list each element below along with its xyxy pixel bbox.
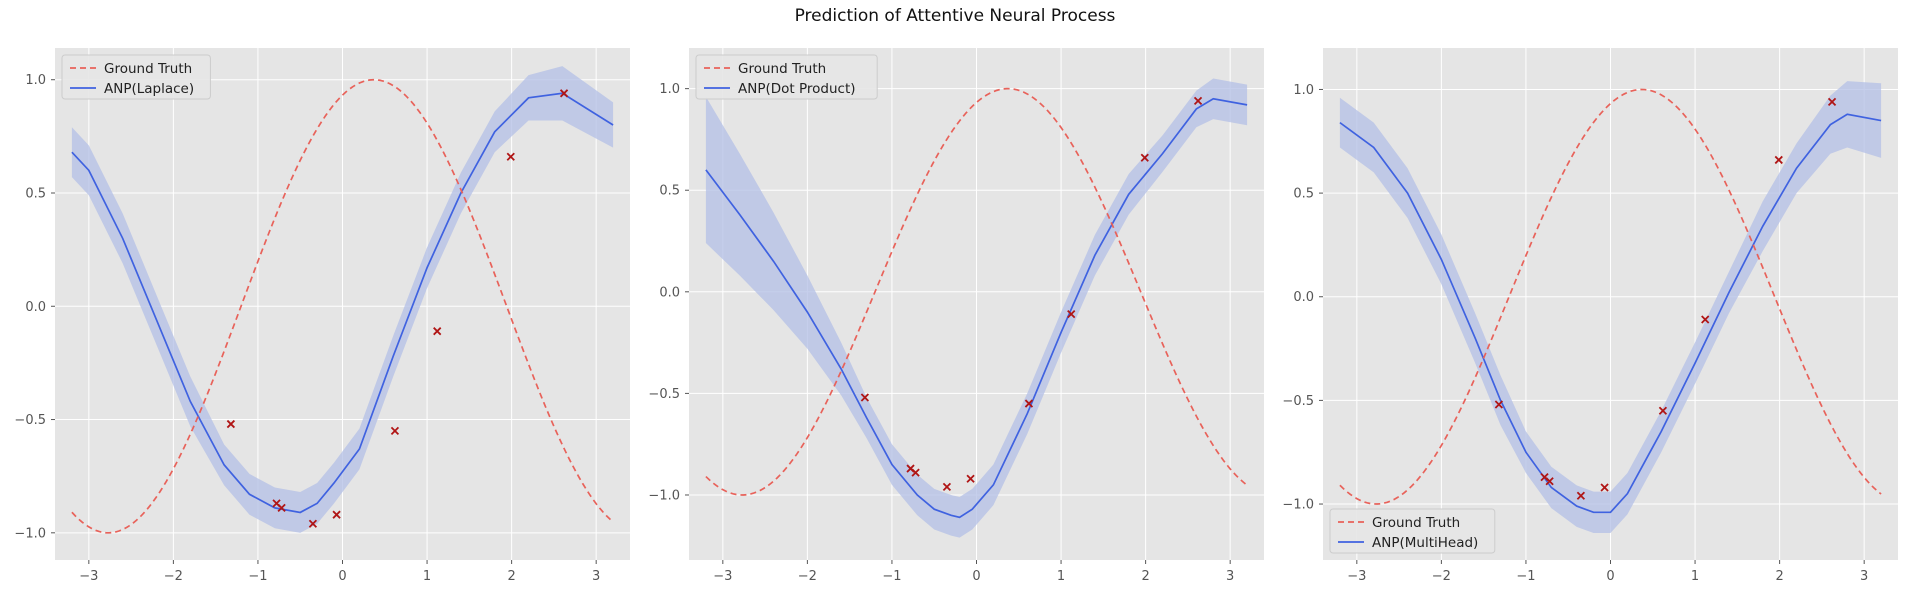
legend-label: Ground Truth	[738, 61, 826, 77]
context-point	[860, 393, 870, 402]
x-tick-label: 2	[1775, 569, 1783, 584]
y-tick-label: 1.0	[659, 82, 680, 97]
y-tick-label: 0.5	[1293, 187, 1314, 202]
subplot-1: −3 −2 −1 0 1 2 3 −1.0 −0.5 0.0 0.5 1.0 Ground Truth A…	[14, 48, 630, 584]
context-point	[911, 468, 920, 477]
uncertainty-band	[705, 78, 1248, 538]
context-point	[1494, 400, 1504, 409]
subplot-2: −3 −2 −1 0 1 2 3 −1.0 −0.5 0.0 0.5 1.0 Ground Truth A…	[648, 48, 1264, 584]
context-point	[1827, 97, 1837, 107]
plot-area	[705, 78, 1248, 538]
x-tick-label: 0	[972, 569, 980, 584]
legend-label: Ground Truth	[1372, 515, 1460, 531]
x-tick-label: 1	[1691, 569, 1699, 584]
context-point	[226, 419, 236, 429]
context-point	[1024, 399, 1034, 408]
y-tick-label: −1.0	[1282, 498, 1314, 513]
context-point	[1774, 155, 1783, 165]
plot-area	[1339, 81, 1882, 534]
y-tick-label: 0.0	[25, 300, 46, 315]
x-tick-label: 0	[1606, 569, 1614, 584]
uncertainty-band	[1339, 81, 1882, 534]
legend-box	[61, 54, 211, 100]
legend-box	[1329, 508, 1496, 554]
ground-truth-line	[71, 78, 614, 534]
context-point	[506, 152, 515, 161]
x-tick-label: −2	[798, 569, 817, 584]
y-tick-label: −0.5	[648, 387, 680, 402]
context-point	[1701, 315, 1710, 324]
x-tick-label: −2	[1432, 569, 1451, 584]
context-point	[1576, 491, 1586, 500]
y-tick-label: 0.0	[659, 285, 680, 300]
legend-label: ANP(Laplace)	[104, 81, 194, 97]
x-tick-label: 1	[1057, 569, 1065, 584]
x-tick-label: −2	[164, 569, 183, 584]
legend-label: ANP(Dot Product)	[738, 81, 856, 97]
prediction-line	[71, 92, 614, 514]
y-tick-label: −1.0	[648, 488, 680, 503]
x-tick-label: −1	[1516, 569, 1535, 584]
context-point	[1193, 96, 1203, 105]
x-tick-label: 2	[1141, 569, 1149, 584]
x-tick-label: −3	[713, 569, 732, 584]
ground-truth-line	[705, 87, 1248, 496]
context-point	[559, 89, 569, 98]
legend-label: ANP(MultiHead)	[1372, 535, 1478, 551]
prediction-line	[1339, 113, 1882, 514]
x-tick-label: 1	[423, 569, 431, 584]
context-point	[332, 510, 341, 519]
y-tick-label: −0.5	[14, 413, 46, 428]
y-tick-label: −0.5	[1282, 394, 1314, 409]
x-tick-label: 3	[592, 569, 600, 584]
context-point	[942, 482, 952, 491]
context-point	[308, 519, 318, 528]
y-tick-label: −1.0	[14, 526, 46, 541]
ground-truth-line	[1339, 88, 1882, 505]
uncertainty-band	[71, 66, 614, 533]
context-point	[1067, 310, 1076, 319]
x-tick-label: −1	[248, 569, 267, 584]
x-tick-label: −3	[1347, 569, 1366, 584]
x-tick-label: 0	[338, 569, 346, 584]
plot-area	[71, 66, 614, 534]
y-tick-label: 0.5	[659, 184, 680, 199]
context-point	[1600, 483, 1609, 492]
figure-title: Prediction of Attentive Neural Process	[794, 6, 1116, 26]
y-tick-label: 0.5	[25, 186, 46, 201]
context-point	[1658, 406, 1668, 415]
legend: Ground Truth ANP(Laplace)	[61, 54, 211, 100]
y-tick-label: 1.0	[25, 73, 46, 88]
subplot-3: −3 −2 −1 0 1 2 3 −1.0 −0.5 0.0 0.5 1.0 Ground Truth A…	[1282, 48, 1898, 584]
x-tick-label: −1	[882, 569, 901, 584]
legend-box	[695, 54, 878, 100]
context-point	[277, 503, 286, 513]
prediction-line	[705, 97, 1248, 519]
context-point	[433, 327, 442, 336]
context-point	[966, 474, 975, 483]
x-tick-label: 3	[1226, 569, 1234, 584]
context-point	[390, 426, 400, 436]
legend: Ground Truth ANP(MultiHead)	[1329, 508, 1496, 554]
y-tick-label: 0.0	[1293, 290, 1314, 305]
context-point	[1545, 477, 1554, 486]
x-tick-label: 2	[507, 569, 515, 584]
x-tick-label: 3	[1860, 569, 1868, 584]
y-tick-label: 1.0	[1293, 83, 1314, 98]
context-point	[1140, 153, 1149, 162]
x-tick-label: −3	[79, 569, 98, 584]
legend-label: Ground Truth	[104, 61, 192, 77]
legend: Ground Truth ANP(Dot Product)	[695, 54, 878, 100]
